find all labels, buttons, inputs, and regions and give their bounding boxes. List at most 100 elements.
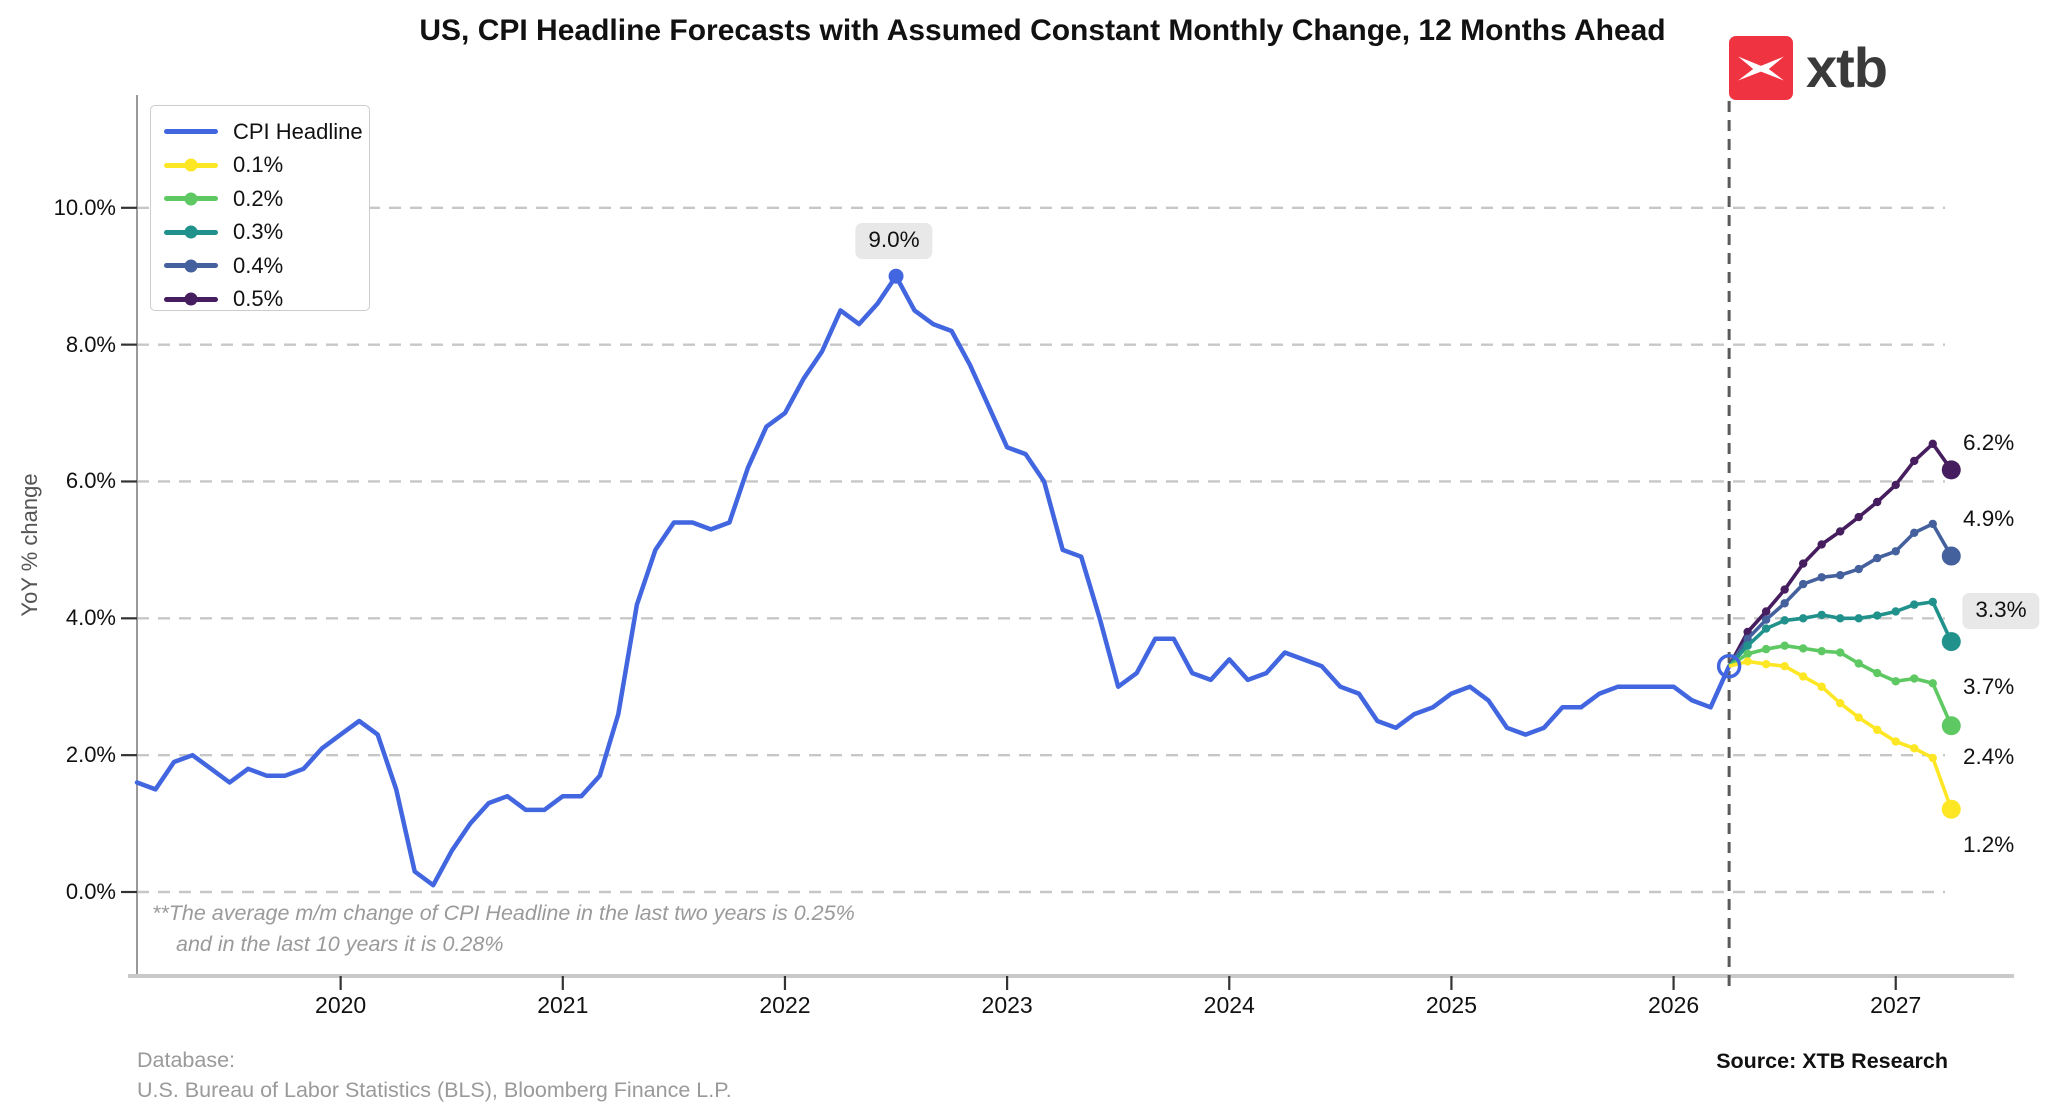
forecast-line-0.4% bbox=[1727, 522, 1953, 668]
forecast-marker-0.2% bbox=[1743, 649, 1752, 659]
forecast-marker-0.5% bbox=[1910, 456, 1919, 466]
forecast-marker-0.5% bbox=[1835, 527, 1845, 536]
forecast-marker-0.5% bbox=[1928, 439, 1937, 449]
legend-item-label: 0.1% bbox=[233, 152, 284, 178]
forecast-marker-0.1% bbox=[1798, 672, 1808, 681]
forecast-end-label: 4.9% bbox=[1963, 506, 2015, 531]
source-text: Source: XTB Research bbox=[1716, 1049, 1948, 1073]
forecast-marker-0.5% bbox=[1761, 607, 1771, 616]
forecast-marker-0.5% bbox=[1891, 480, 1900, 490]
forecast-marker-0.2% bbox=[1928, 679, 1937, 688]
last-actual-annotation: 3.3% bbox=[1962, 593, 2040, 629]
forecast-marker-0.4% bbox=[1761, 615, 1771, 624]
y-tick-label: 2.0% bbox=[65, 742, 116, 768]
y-tick-label: 8.0% bbox=[65, 331, 116, 357]
legend-item-label: 0.3% bbox=[233, 219, 284, 245]
forecast-line-0.1% bbox=[1728, 659, 1953, 810]
chart-title: US, CPI Headline Forecasts with Assumed … bbox=[419, 14, 1666, 47]
legend-item-label: 0.4% bbox=[233, 252, 284, 278]
forecast-marker-0.1% bbox=[1743, 657, 1752, 666]
legend-item: 0.1% bbox=[164, 149, 369, 183]
forecast-marker-0.5% bbox=[1873, 497, 1882, 507]
forecast-marker-0.4% bbox=[1743, 634, 1752, 644]
legend-marker-dot bbox=[184, 158, 198, 172]
x-tick-label: 2027 bbox=[1870, 992, 1922, 1018]
x-tick-label: 2024 bbox=[1203, 992, 1255, 1018]
legend-marker-dot bbox=[184, 192, 198, 206]
legend-swatch bbox=[164, 292, 218, 306]
forecast-marker-0.3% bbox=[1891, 607, 1900, 616]
legend-swatch bbox=[164, 259, 218, 273]
forecast-marker-0.1% bbox=[1780, 662, 1789, 671]
forecast-marker-0.1% bbox=[1817, 682, 1826, 691]
forecast-marker-0.2% bbox=[1798, 644, 1808, 653]
forecast-marker-0.3% bbox=[1873, 611, 1882, 620]
legend-item-label: 0.5% bbox=[233, 286, 284, 312]
forecast-marker-0.4% bbox=[1780, 599, 1789, 608]
forecast-marker-0.3% bbox=[1743, 641, 1752, 650]
forecast-marker-0.1% bbox=[1891, 737, 1900, 746]
legend-item: 0.3% bbox=[164, 216, 369, 250]
forecast-marker-0.4% bbox=[1910, 528, 1919, 537]
forecast-marker-0.3% bbox=[1854, 614, 1863, 623]
forecast-marker-0.4% bbox=[1798, 579, 1808, 589]
x-tick-label: 2021 bbox=[537, 992, 589, 1018]
legend-marker-dot bbox=[184, 259, 198, 273]
legend-item: 0.5% bbox=[164, 283, 369, 317]
footnote-line-1: **The average m/m change of CPI Headline… bbox=[152, 901, 855, 925]
forecast-marker-0.2% bbox=[1854, 659, 1863, 668]
forecast-marker-0.1% bbox=[1835, 698, 1845, 708]
forecast-end-label: 3.7% bbox=[1963, 674, 2015, 699]
forecast-marker-0.4% bbox=[1873, 553, 1882, 563]
y-axis-title: YoY % change bbox=[17, 473, 42, 617]
legend-item: 0.2% bbox=[164, 182, 369, 216]
forecast-marker-0.3% bbox=[1817, 610, 1826, 620]
xtb-logo-text: xtb bbox=[1806, 36, 1888, 99]
forecast-marker-0.4% bbox=[1891, 547, 1900, 556]
forecast-marker-0.1% bbox=[1910, 744, 1919, 753]
database-sources: U.S. Bureau of Labor Statistics (BLS), B… bbox=[137, 1078, 732, 1102]
peak-marker bbox=[888, 268, 904, 284]
legend-swatch bbox=[164, 225, 218, 239]
forecast-marker-0.4% bbox=[1941, 546, 1961, 566]
forecast-marker-0.5% bbox=[1854, 512, 1863, 522]
legend-item: 0.4% bbox=[164, 249, 369, 283]
forecast-marker-0.2% bbox=[1817, 646, 1826, 656]
forecast-marker-0.3% bbox=[1780, 616, 1789, 625]
forecast-marker-0.5% bbox=[1941, 460, 1961, 480]
forecast-marker-0.5% bbox=[1780, 585, 1789, 594]
legend-marker-dot bbox=[184, 225, 198, 239]
forecast-marker-0.4% bbox=[1928, 519, 1937, 529]
x-tick-label: 2026 bbox=[1647, 992, 1700, 1018]
forecast-marker-0.2% bbox=[1780, 641, 1789, 650]
legend-item-label: CPI Headline bbox=[233, 118, 363, 144]
forecast-marker-0.2% bbox=[1835, 648, 1845, 657]
legend-swatch bbox=[164, 129, 218, 135]
legend-item: CPI Headline bbox=[164, 115, 369, 149]
xtb-logo-icon bbox=[1729, 36, 1793, 100]
forecast-marker-0.4% bbox=[1835, 571, 1845, 580]
forecast-marker-0.4% bbox=[1817, 573, 1826, 582]
legend-item-label: 0.2% bbox=[233, 185, 284, 211]
forecast-marker-0.1% bbox=[1941, 799, 1961, 819]
xtb-x-glyph bbox=[1738, 56, 1784, 81]
forecast-marker-0.3% bbox=[1910, 600, 1919, 609]
legend-swatch bbox=[164, 158, 218, 172]
forecast-marker-0.4% bbox=[1854, 564, 1863, 574]
forecast-marker-0.3% bbox=[1761, 624, 1771, 633]
forecast-marker-0.2% bbox=[1873, 668, 1882, 678]
x-tick-label: 2022 bbox=[759, 992, 811, 1018]
x-tick-label: 2020 bbox=[315, 992, 367, 1018]
forecast-marker-0.2% bbox=[1761, 644, 1771, 654]
legend-marker-dot bbox=[184, 292, 198, 306]
y-tick-label: 0.0% bbox=[65, 879, 116, 904]
forecast-marker-0.3% bbox=[1941, 632, 1961, 652]
y-tick-label: 6.0% bbox=[65, 468, 116, 494]
forecast-marker-0.1% bbox=[1928, 753, 1937, 763]
xtb-logo: xtb bbox=[1729, 36, 1888, 100]
legend: CPI Headline 0.1% 0.2% 0.3% 0.4% 0.5% bbox=[150, 105, 370, 311]
y-tick-label: 10.0% bbox=[53, 194, 116, 220]
forecast-marker-0.1% bbox=[1873, 725, 1882, 735]
legend-swatch bbox=[164, 192, 218, 206]
